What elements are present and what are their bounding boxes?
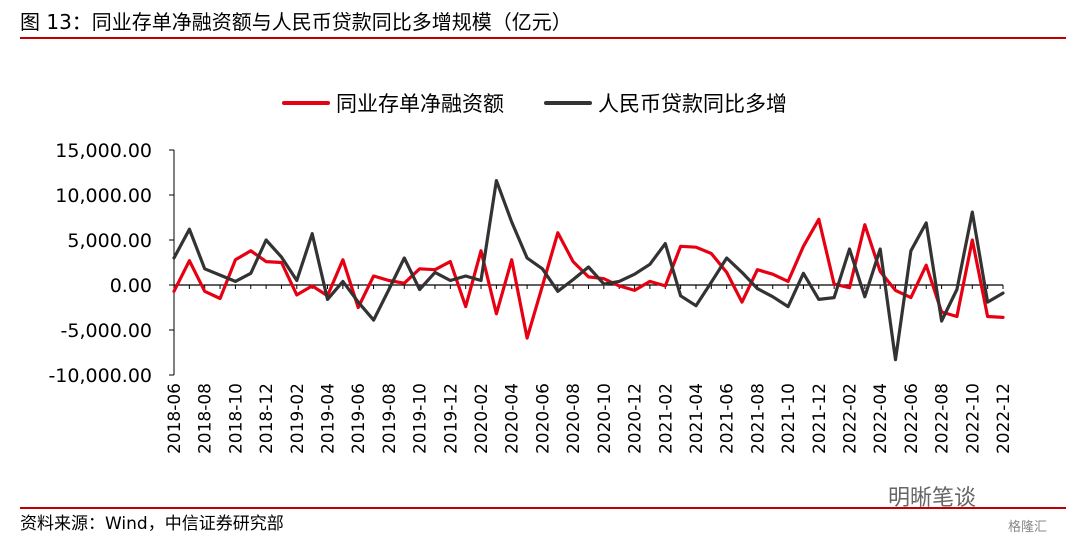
- x-tick-label: 2018-10: [226, 383, 246, 454]
- x-tick-label: 2021-10: [779, 383, 799, 454]
- x-tick-label: 2020-04: [503, 383, 523, 454]
- x-tick-label: 2020-10: [595, 383, 615, 454]
- y-tick-label: -10,000.00: [48, 365, 152, 387]
- watermark-logo-text: 格隆汇: [1008, 520, 1048, 535]
- x-tick-label: 2019-04: [319, 383, 339, 454]
- watermark-text: 明晰笔谈: [888, 486, 977, 511]
- title-rule: [20, 37, 1066, 39]
- y-tick-label: 5,000.00: [67, 230, 152, 252]
- x-tick-label: 2020-06: [533, 383, 553, 454]
- x-tick-label: 2019-10: [411, 383, 431, 454]
- legend-label-2: 人民币贷款同比多增: [598, 92, 787, 116]
- x-tick-label: 2022-10: [963, 383, 983, 454]
- x-tick-label: 2022-08: [933, 383, 953, 454]
- x-tick-label: 2022-06: [902, 383, 922, 454]
- x-tick-label: 2019-02: [288, 383, 308, 454]
- x-tick-label: 2022-12: [994, 383, 1014, 454]
- x-tick-label: 2018-12: [257, 383, 277, 454]
- y-tick-label: -5,000.00: [61, 320, 152, 342]
- source-note: 资料来源：Wind，中信证券研究部: [20, 514, 284, 534]
- x-tick-label: 2021-08: [748, 383, 768, 454]
- x-tick-label: 2018-06: [165, 383, 185, 454]
- x-tick-label: 2019-06: [349, 383, 369, 454]
- x-tick-label: 2021-12: [810, 383, 830, 454]
- x-tick-label: 2020-08: [564, 383, 584, 454]
- x-tick-label: 2020-02: [472, 383, 492, 454]
- x-tick-label: 2021-04: [687, 383, 707, 454]
- series-line-2: [172, 179, 1005, 362]
- x-tick-label: 2021-06: [718, 383, 738, 454]
- legend-label-1: 同业存单净融资额: [336, 92, 504, 116]
- x-tick-label: 2022-04: [871, 383, 891, 454]
- y-tick-label: 15,000.00: [55, 140, 152, 162]
- figure-title: 图 13：同业存单净融资额与人民币贷款同比多增规模（亿元）: [20, 10, 572, 34]
- x-tick-label: 2021-02: [656, 383, 676, 454]
- y-tick-label: 0.00: [110, 275, 152, 297]
- series-line-1: [172, 217, 1005, 340]
- footer-rule: [20, 507, 1066, 509]
- x-tick-label: 2019-08: [380, 383, 400, 454]
- x-tick-label: 2018-08: [196, 383, 216, 454]
- x-tick-label: 2020-12: [626, 383, 646, 454]
- x-tick-label: 2019-12: [441, 383, 461, 454]
- y-tick-label: 10,000.00: [55, 185, 152, 207]
- x-tick-label: 2022-02: [840, 383, 860, 454]
